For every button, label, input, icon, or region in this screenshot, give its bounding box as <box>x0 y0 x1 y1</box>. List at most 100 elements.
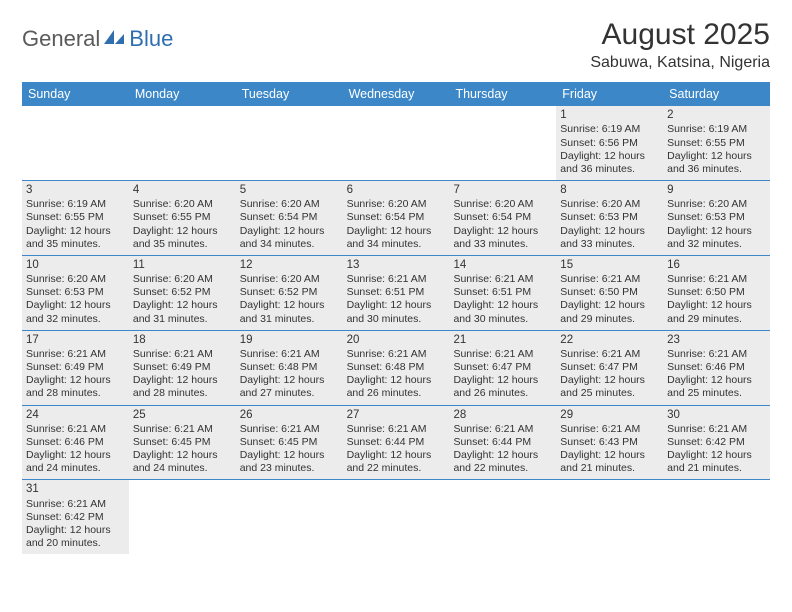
sunrise-text: Sunrise: 6:21 AM <box>667 423 766 436</box>
daylight-text: Daylight: 12 hours and 24 minutes. <box>26 449 125 475</box>
daylight-text: Daylight: 12 hours and 34 minutes. <box>347 225 446 251</box>
sunrise-text: Sunrise: 6:20 AM <box>240 273 339 286</box>
week-row: 1Sunrise: 6:19 AMSunset: 6:56 PMDaylight… <box>22 106 770 181</box>
sunrise-text: Sunrise: 6:21 AM <box>667 273 766 286</box>
sunrise-text: Sunrise: 6:21 AM <box>240 423 339 436</box>
sunset-text: Sunset: 6:52 PM <box>240 286 339 299</box>
sunrise-text: Sunrise: 6:19 AM <box>26 198 125 211</box>
sunrise-text: Sunrise: 6:20 AM <box>133 198 232 211</box>
dow-wed: Wednesday <box>343 82 450 106</box>
daylight-text: Daylight: 12 hours and 28 minutes. <box>133 374 232 400</box>
sunrise-text: Sunrise: 6:21 AM <box>667 348 766 361</box>
day-cell: 25Sunrise: 6:21 AMSunset: 6:45 PMDayligh… <box>129 406 236 480</box>
day-cell: 29Sunrise: 6:21 AMSunset: 6:43 PMDayligh… <box>556 406 663 480</box>
sunrise-text: Sunrise: 6:21 AM <box>560 348 659 361</box>
day-cell: 28Sunrise: 6:21 AMSunset: 6:44 PMDayligh… <box>449 406 556 480</box>
day-number: 20 <box>347 333 446 347</box>
day-number: 18 <box>133 333 232 347</box>
day-number: 1 <box>560 108 659 122</box>
calendar: Sunday Monday Tuesday Wednesday Thursday… <box>22 82 770 554</box>
day-cell: 9Sunrise: 6:20 AMSunset: 6:53 PMDaylight… <box>663 181 770 255</box>
sunset-text: Sunset: 6:55 PM <box>26 211 125 224</box>
day-number: 26 <box>240 408 339 422</box>
day-number: 21 <box>453 333 552 347</box>
empty-cell <box>343 480 450 554</box>
day-cell: 30Sunrise: 6:21 AMSunset: 6:42 PMDayligh… <box>663 406 770 480</box>
sunset-text: Sunset: 6:50 PM <box>560 286 659 299</box>
sunset-text: Sunset: 6:54 PM <box>453 211 552 224</box>
sunrise-text: Sunrise: 6:20 AM <box>453 198 552 211</box>
day-cell: 1Sunrise: 6:19 AMSunset: 6:56 PMDaylight… <box>556 106 663 180</box>
sunset-text: Sunset: 6:43 PM <box>560 436 659 449</box>
sunset-text: Sunset: 6:54 PM <box>240 211 339 224</box>
day-cell: 14Sunrise: 6:21 AMSunset: 6:51 PMDayligh… <box>449 256 556 330</box>
daylight-text: Daylight: 12 hours and 33 minutes. <box>560 225 659 251</box>
sunset-text: Sunset: 6:48 PM <box>347 361 446 374</box>
day-number: 17 <box>26 333 125 347</box>
sunset-text: Sunset: 6:51 PM <box>453 286 552 299</box>
day-number: 9 <box>667 183 766 197</box>
sunset-text: Sunset: 6:53 PM <box>667 211 766 224</box>
sunset-text: Sunset: 6:46 PM <box>26 436 125 449</box>
sunrise-text: Sunrise: 6:21 AM <box>133 348 232 361</box>
day-number: 13 <box>347 258 446 272</box>
dow-sat: Saturday <box>663 82 770 106</box>
sunrise-text: Sunrise: 6:21 AM <box>26 498 125 511</box>
daylight-text: Daylight: 12 hours and 22 minutes. <box>347 449 446 475</box>
day-number: 10 <box>26 258 125 272</box>
sunset-text: Sunset: 6:55 PM <box>133 211 232 224</box>
sail-icon <box>104 28 126 51</box>
week-row: 3Sunrise: 6:19 AMSunset: 6:55 PMDaylight… <box>22 181 770 256</box>
empty-cell <box>129 480 236 554</box>
sunrise-text: Sunrise: 6:21 AM <box>26 423 125 436</box>
logo-text-blue: Blue <box>129 26 173 52</box>
day-number: 7 <box>453 183 552 197</box>
sunrise-text: Sunrise: 6:21 AM <box>560 423 659 436</box>
sunset-text: Sunset: 6:48 PM <box>240 361 339 374</box>
day-cell: 22Sunrise: 6:21 AMSunset: 6:47 PMDayligh… <box>556 331 663 405</box>
day-number: 16 <box>667 258 766 272</box>
dow-fri: Friday <box>556 82 663 106</box>
sunrise-text: Sunrise: 6:20 AM <box>26 273 125 286</box>
empty-cell <box>236 480 343 554</box>
day-number: 30 <box>667 408 766 422</box>
day-number: 15 <box>560 258 659 272</box>
sunrise-text: Sunrise: 6:21 AM <box>347 273 446 286</box>
sunset-text: Sunset: 6:42 PM <box>26 511 125 524</box>
day-number: 28 <box>453 408 552 422</box>
day-cell: 19Sunrise: 6:21 AMSunset: 6:48 PMDayligh… <box>236 331 343 405</box>
day-cell: 18Sunrise: 6:21 AMSunset: 6:49 PMDayligh… <box>129 331 236 405</box>
sunset-text: Sunset: 6:45 PM <box>133 436 232 449</box>
empty-cell <box>556 480 663 554</box>
day-number: 4 <box>133 183 232 197</box>
sunrise-text: Sunrise: 6:20 AM <box>347 198 446 211</box>
day-number: 19 <box>240 333 339 347</box>
day-cell: 31Sunrise: 6:21 AMSunset: 6:42 PMDayligh… <box>22 480 129 554</box>
location: Sabuwa, Katsina, Nigeria <box>590 54 770 72</box>
daylight-text: Daylight: 12 hours and 31 minutes. <box>133 299 232 325</box>
dow-mon: Monday <box>129 82 236 106</box>
day-cell: 3Sunrise: 6:19 AMSunset: 6:55 PMDaylight… <box>22 181 129 255</box>
sunset-text: Sunset: 6:50 PM <box>667 286 766 299</box>
sunrise-text: Sunrise: 6:21 AM <box>560 273 659 286</box>
daylight-text: Daylight: 12 hours and 30 minutes. <box>347 299 446 325</box>
month-title: August 2025 <box>590 18 770 52</box>
day-number: 25 <box>133 408 232 422</box>
sunrise-text: Sunrise: 6:20 AM <box>667 198 766 211</box>
daylight-text: Daylight: 12 hours and 28 minutes. <box>26 374 125 400</box>
sunrise-text: Sunrise: 6:20 AM <box>240 198 339 211</box>
day-number: 2 <box>667 108 766 122</box>
week-row: 17Sunrise: 6:21 AMSunset: 6:49 PMDayligh… <box>22 331 770 406</box>
day-cell: 5Sunrise: 6:20 AMSunset: 6:54 PMDaylight… <box>236 181 343 255</box>
day-cell: 8Sunrise: 6:20 AMSunset: 6:53 PMDaylight… <box>556 181 663 255</box>
logo: General Blue <box>22 26 173 52</box>
day-cell: 20Sunrise: 6:21 AMSunset: 6:48 PMDayligh… <box>343 331 450 405</box>
day-cell: 17Sunrise: 6:21 AMSunset: 6:49 PMDayligh… <box>22 331 129 405</box>
day-number: 3 <box>26 183 125 197</box>
daylight-text: Daylight: 12 hours and 32 minutes. <box>26 299 125 325</box>
sunrise-text: Sunrise: 6:19 AM <box>667 123 766 136</box>
sunset-text: Sunset: 6:55 PM <box>667 137 766 150</box>
day-number: 24 <box>26 408 125 422</box>
day-number: 6 <box>347 183 446 197</box>
daylight-text: Daylight: 12 hours and 31 minutes. <box>240 299 339 325</box>
